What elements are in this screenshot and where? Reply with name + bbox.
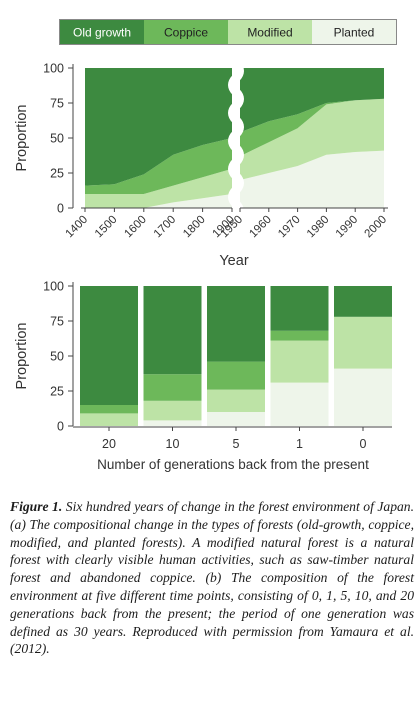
area-y-tick-label: 25	[50, 167, 64, 181]
bar-y-tick-label: 75	[50, 315, 64, 329]
bar-old-growth	[143, 286, 202, 375]
bar-modified	[334, 316, 392, 369]
area-chart: 0 25 50 75 100 Proportion 1400 1500 1600 1700 1800…	[14, 60, 390, 269]
bar-x-tick-label: 0	[360, 437, 367, 451]
area-x-tick-label: 1700	[152, 214, 179, 241]
bar-y-tick-label: 0	[57, 420, 64, 434]
area-y-tick-label: 50	[50, 132, 64, 146]
figure-caption: Figure 1. Six hundred years of change in…	[10, 498, 414, 658]
area-y-tick-label: 100	[43, 62, 64, 76]
legend-swatch-coppice	[144, 20, 228, 44]
area-modified-recent	[240, 98, 384, 180]
legend-label-planted: Planted	[334, 26, 375, 40]
bar-modified	[207, 389, 265, 412]
bar-coppice	[270, 330, 329, 341]
bar-planted	[143, 420, 202, 426]
bar-x-tick-label: 1	[296, 437, 303, 451]
bar-coppice	[80, 405, 138, 414]
legend-label-modified: Modified	[247, 26, 292, 40]
bar-x-axis-label: Number of generations back from the pres…	[97, 457, 369, 472]
area-x-tick-label: 2000	[363, 214, 390, 241]
bar-old-growth	[207, 286, 265, 362]
bar-old-growth	[334, 286, 392, 317]
bar-x-tick-label: 5	[233, 437, 240, 451]
bar-planted	[270, 382, 329, 426]
area-old-growth-recent	[240, 68, 384, 133]
bar-coppice	[207, 361, 265, 390]
legend-frame	[59, 19, 397, 45]
bar-y-tick-label: 50	[50, 350, 64, 364]
area-x-tick-label: 1960	[247, 214, 274, 241]
area-x-tick-label: 1500	[93, 214, 120, 241]
area-planted-early	[85, 194, 232, 208]
bar-x-tick-label: 20	[102, 437, 116, 451]
area-coppice-early	[85, 138, 232, 194]
bar-y-tick-label: 100	[43, 280, 64, 294]
area-x-tick-label: 1990	[334, 214, 361, 241]
axis-break	[228, 60, 244, 222]
area-x-tick-label: 1400	[64, 214, 91, 241]
area-old-growth-early	[85, 68, 232, 186]
caption-text: Six hundred years of change in the fores…	[10, 499, 414, 657]
area-y-axis-label: Proportion	[14, 105, 30, 172]
area-x-axis-label: Year	[219, 253, 248, 269]
bar-modified	[143, 400, 202, 421]
area-x-tick-label: 1800	[181, 214, 208, 241]
legend-label-old-growth: Old growth	[73, 26, 131, 40]
figure: Old growth Coppice Modified Planted 0255075…	[14, 19, 397, 472]
legend-swatch-old-growth	[60, 20, 144, 44]
bar-modified	[80, 413, 138, 426]
legend: Old growth Coppice Modified Planted	[59, 19, 397, 45]
bar-planted	[334, 368, 392, 426]
bar-coppice	[143, 374, 202, 401]
bar-y-axis-label: Proportion	[14, 323, 30, 390]
legend-swatch-modified	[228, 20, 312, 44]
area-y-tick-label: 75	[50, 97, 64, 111]
area-y-tick-label: 0	[57, 202, 64, 216]
bar-old-growth	[80, 286, 138, 405]
bar-old-growth	[270, 286, 329, 331]
area-x-tick-label: 1600	[122, 214, 149, 241]
legend-label-coppice: Coppice	[164, 26, 208, 40]
bar-modified	[270, 340, 329, 383]
bar-x-tick-label: 10	[166, 437, 180, 451]
bar-y-tick-label: 25	[50, 385, 64, 399]
area-x-tick-label: 1980	[305, 214, 332, 241]
area-modified-early	[85, 168, 232, 208]
caption-lead: Figure 1.	[10, 499, 63, 514]
bar-planted	[207, 412, 265, 426]
area-x-tick-label: 1970	[276, 214, 303, 241]
area-planted-recent	[240, 150, 384, 208]
legend-swatch-planted	[312, 20, 396, 44]
area-coppice-recent	[240, 98, 384, 157]
